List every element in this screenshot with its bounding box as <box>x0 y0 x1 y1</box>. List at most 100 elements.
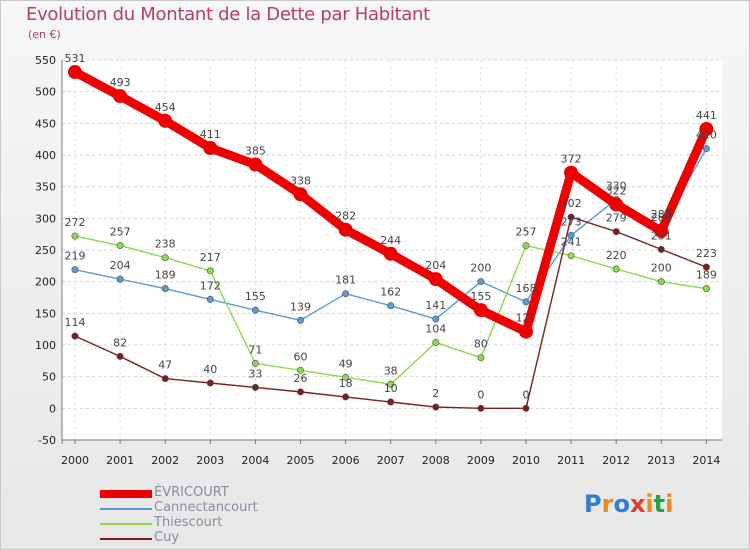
y-tick-label: 150 <box>35 307 56 320</box>
data-label: 410 <box>696 129 717 142</box>
data-point <box>158 113 173 128</box>
logo-letter: t <box>653 490 666 518</box>
data-label: 82 <box>113 336 127 349</box>
data-label: 531 <box>65 52 86 65</box>
x-tick-label: 2000 <box>61 454 89 467</box>
data-point <box>251 306 259 314</box>
data-point <box>206 295 214 303</box>
data-point <box>161 254 169 262</box>
data-label: 493 <box>110 76 131 89</box>
data-point <box>251 383 259 391</box>
data-label: 204 <box>425 259 446 272</box>
data-label: 285 <box>651 208 672 221</box>
y-tick-label: 100 <box>35 339 56 352</box>
data-label: 18 <box>339 377 353 390</box>
data-point <box>522 298 530 306</box>
chart-unit: (en €) <box>28 28 61 41</box>
data-point <box>522 404 530 412</box>
x-tick-label: 2001 <box>106 454 134 467</box>
data-label: 441 <box>696 109 717 122</box>
data-point <box>387 302 395 310</box>
y-tick-label: 250 <box>35 244 56 257</box>
y-tick-label: 450 <box>35 117 56 130</box>
data-label: 204 <box>110 259 131 272</box>
x-tick-label: 2008 <box>422 454 450 467</box>
data-point <box>609 197 624 212</box>
logo-letter: o <box>613 490 630 518</box>
x-tick-label: 2010 <box>512 454 540 467</box>
data-label: 139 <box>290 300 311 313</box>
x-tick-label: 2007 <box>377 454 405 467</box>
data-point <box>296 388 304 396</box>
data-point <box>296 316 304 324</box>
data-point <box>113 89 128 104</box>
data-label: 80 <box>474 338 488 351</box>
y-tick-label: 200 <box>35 276 56 289</box>
data-label: 372 <box>561 153 582 166</box>
y-tick-label: 300 <box>35 212 56 225</box>
x-tick-label: 2013 <box>647 454 675 467</box>
data-point <box>342 290 350 298</box>
data-label: 60 <box>294 350 308 363</box>
data-label: 217 <box>200 251 221 264</box>
data-point <box>702 145 710 153</box>
series--vricourt <box>68 65 714 339</box>
data-label: 141 <box>425 299 446 312</box>
data-point <box>342 373 350 381</box>
x-tick-label: 2005 <box>287 454 315 467</box>
x-tick-label: 2014 <box>692 454 720 467</box>
data-label: 121 <box>516 312 537 325</box>
data-point <box>248 157 263 172</box>
logo-letter: i <box>665 490 674 518</box>
data-point <box>428 272 443 287</box>
data-label: 33 <box>248 367 262 380</box>
x-tick-label: 2012 <box>602 454 630 467</box>
y-tick-label: 350 <box>35 181 56 194</box>
y-tick-label: 50 <box>42 371 56 384</box>
data-label: 385 <box>245 145 266 158</box>
data-point <box>116 352 124 360</box>
data-label: 223 <box>696 247 717 260</box>
data-point <box>477 404 485 412</box>
data-label: 200 <box>470 262 491 275</box>
legend-label: Cuy <box>154 530 180 545</box>
data-point <box>206 267 214 275</box>
data-label: 40 <box>203 363 217 376</box>
data-point <box>567 231 575 239</box>
data-point <box>342 393 350 401</box>
data-label: 220 <box>606 249 627 262</box>
data-point <box>432 338 440 346</box>
data-label: 104 <box>425 322 446 335</box>
data-point <box>68 65 82 80</box>
data-label: 0 <box>523 388 530 401</box>
data-label: 411 <box>200 128 221 141</box>
data-label: 155 <box>470 290 491 303</box>
data-label: 10 <box>384 382 398 395</box>
data-label: 219 <box>65 250 86 263</box>
data-point <box>702 263 710 271</box>
data-label: 302 <box>561 197 582 210</box>
data-point <box>383 246 398 261</box>
series-thiescourt <box>71 232 710 388</box>
data-point <box>161 285 169 293</box>
y-tick-label: 500 <box>35 86 56 99</box>
data-point <box>702 285 710 293</box>
data-label: 181 <box>335 274 356 287</box>
data-label: 280 <box>651 211 672 224</box>
legend-label: Thiescourt <box>154 515 223 530</box>
data-point <box>203 141 218 156</box>
y-tick-label: 400 <box>35 149 56 162</box>
data-label: 244 <box>380 234 401 247</box>
series-cuy <box>71 213 710 412</box>
data-label: 238 <box>155 238 176 251</box>
data-point <box>477 278 485 286</box>
data-label: 330 <box>606 179 627 192</box>
logo-letter: x <box>629 490 646 518</box>
x-tick-label: 2003 <box>196 454 224 467</box>
data-label: 168 <box>516 282 537 295</box>
data-label: 162 <box>380 286 401 299</box>
data-label: 49 <box>339 357 353 370</box>
y-tick-label: -50 <box>38 434 56 447</box>
data-point <box>519 324 533 339</box>
